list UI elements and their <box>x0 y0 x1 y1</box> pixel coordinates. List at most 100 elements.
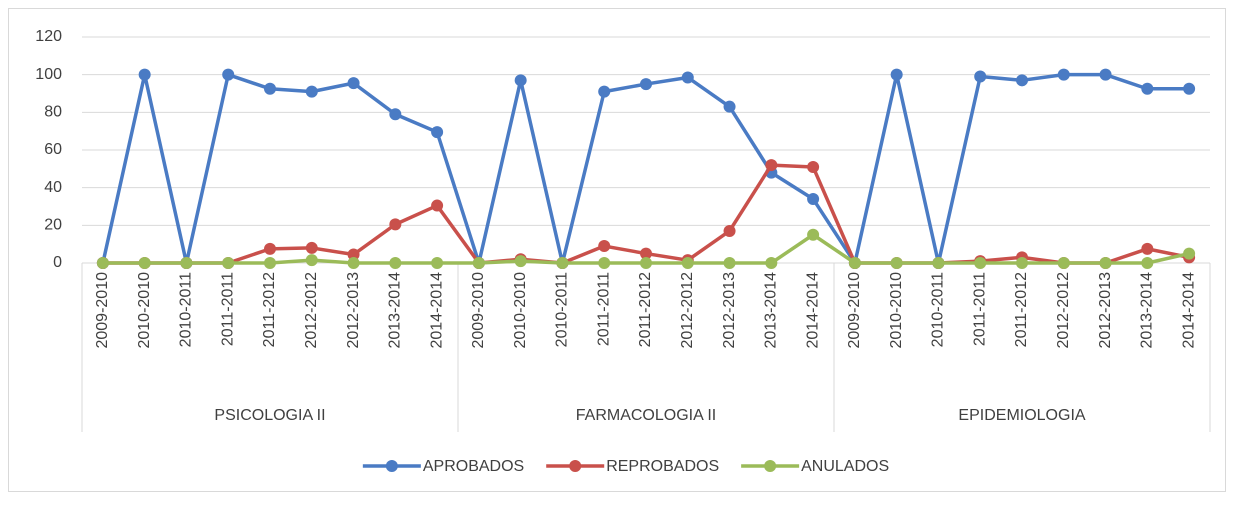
data-point <box>347 257 360 269</box>
data-point <box>305 85 318 98</box>
data-point <box>1183 82 1196 95</box>
x-tick-label: 2010-2010 <box>136 272 153 349</box>
data-point <box>640 78 652 91</box>
data-point <box>222 257 235 269</box>
data-point <box>514 74 527 87</box>
data-point <box>389 108 402 121</box>
data-point <box>1057 257 1070 269</box>
x-tick-label: 2012-2013 <box>721 272 738 349</box>
x-tick-label: 2010-2011 <box>178 272 195 347</box>
x-tick-label: 2009-2010 <box>470 272 487 349</box>
x-tick-label: 2013-2014 <box>763 272 780 349</box>
data-point <box>807 228 820 241</box>
data-point <box>556 257 569 269</box>
data-point <box>890 68 903 81</box>
legend-label: REPROBADOS <box>606 458 719 475</box>
data-point <box>138 257 151 269</box>
x-tick-label: 2011-2011 <box>971 272 988 346</box>
x-tick-label: 2012-2012 <box>303 272 320 349</box>
data-point <box>723 257 736 269</box>
data-point <box>723 100 736 113</box>
y-tick-label: 40 <box>44 179 62 196</box>
data-point <box>431 199 444 212</box>
x-tick-label: 2014-2014 <box>1180 272 1197 349</box>
data-point <box>974 257 987 269</box>
x-tick-label: 2011-2011 <box>595 272 612 346</box>
y-tick-label: 80 <box>44 104 62 121</box>
data-point <box>389 218 402 231</box>
data-point <box>180 257 193 269</box>
x-tick-label: 2014-2014 <box>804 272 821 349</box>
data-point <box>681 71 694 84</box>
data-point <box>1016 257 1028 269</box>
data-point <box>848 257 861 269</box>
y-tick-label: 100 <box>35 66 62 83</box>
data-point <box>138 68 151 81</box>
data-point <box>890 257 903 269</box>
x-tick-label: 2011-2012 <box>1013 272 1030 347</box>
data-point <box>598 85 611 98</box>
data-point <box>347 77 360 90</box>
legend-label: ANULADOS <box>801 458 889 475</box>
data-point <box>305 241 318 254</box>
x-tick-label: 2012-2013 <box>1097 272 1114 349</box>
data-point <box>681 257 694 269</box>
data-point <box>1183 247 1196 260</box>
data-point <box>96 257 109 269</box>
data-point <box>264 242 276 255</box>
data-point <box>222 68 235 81</box>
x-tick-label: 2011-2011 <box>219 272 236 346</box>
x-tick-label: 2009-2010 <box>94 272 111 349</box>
x-tick-label: 2013-2014 <box>387 272 404 349</box>
data-point <box>974 70 987 83</box>
data-point <box>305 254 318 267</box>
legend-marker <box>569 460 582 472</box>
data-point <box>1099 257 1112 269</box>
data-point <box>264 257 276 269</box>
group-label: EPIDEMIOLOGIA <box>958 407 1085 424</box>
data-point <box>431 126 444 139</box>
group-label: PSICOLOGIA II <box>214 407 325 424</box>
x-tick-label: 2014-2014 <box>428 272 445 349</box>
x-tick-label: 2010-2011 <box>554 272 571 347</box>
data-point <box>1099 68 1112 81</box>
data-point <box>264 82 276 95</box>
x-tick-label: 2013-2014 <box>1139 272 1156 349</box>
x-tick-label: 2012-2013 <box>345 272 362 349</box>
data-point <box>1141 82 1154 95</box>
data-point <box>431 257 444 269</box>
data-point <box>1141 242 1154 255</box>
y-tick-label: 20 <box>44 217 62 234</box>
data-point <box>389 257 402 269</box>
x-tick-label: 2012-2012 <box>1055 272 1072 349</box>
legend-label: APROBADOS <box>423 458 524 475</box>
data-point <box>1057 68 1070 81</box>
x-tick-label: 2012-2012 <box>679 272 696 349</box>
legend-marker <box>385 460 398 472</box>
data-point <box>807 160 820 173</box>
y-tick-label: 0 <box>53 254 62 271</box>
x-tick-label: 2009-2010 <box>846 272 863 349</box>
data-point <box>640 257 652 269</box>
x-tick-label: 2010-2011 <box>930 272 947 347</box>
y-tick-label: 60 <box>44 141 62 158</box>
data-point <box>1016 74 1028 87</box>
x-tick-label: 2010-2010 <box>512 272 529 349</box>
x-tick-label: 2011-2012 <box>637 272 654 347</box>
data-point <box>514 255 527 268</box>
data-point <box>1141 257 1154 269</box>
data-point <box>807 192 820 205</box>
data-point <box>765 159 778 172</box>
data-point <box>598 257 611 269</box>
data-point <box>347 248 360 261</box>
legend-marker <box>764 460 777 472</box>
x-tick-label: 2011-2012 <box>261 272 278 347</box>
y-tick-label: 120 <box>35 28 62 45</box>
group-label: FARMACOLOGIA II <box>576 407 716 424</box>
data-point <box>640 247 652 260</box>
data-point <box>932 257 945 269</box>
data-point <box>472 257 485 269</box>
x-tick-label: 2010-2010 <box>888 272 905 349</box>
data-point <box>723 224 736 237</box>
